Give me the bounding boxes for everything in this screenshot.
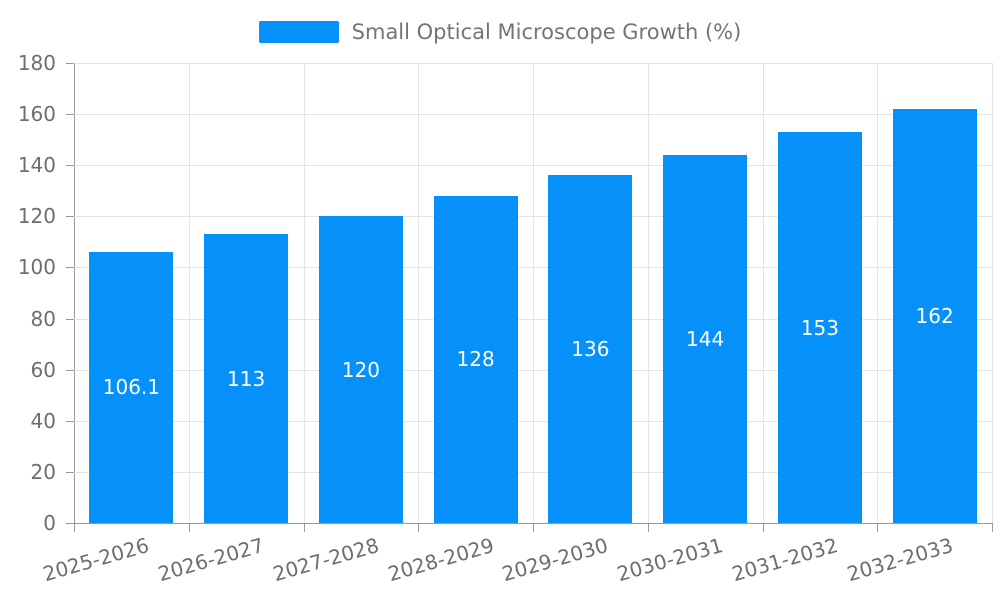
x-tick-label: 2026-2027 bbox=[155, 533, 267, 587]
bar-value-label: 144 bbox=[686, 327, 725, 351]
y-axis-tick bbox=[66, 165, 74, 167]
x-tick-label: 2025-2026 bbox=[40, 533, 152, 587]
y-tick-label: 100 bbox=[17, 255, 56, 280]
bar[interactable] bbox=[548, 175, 633, 523]
y-axis-tick bbox=[66, 216, 74, 218]
legend-marker-swatch bbox=[258, 21, 339, 43]
y-tick-label: 40 bbox=[30, 408, 56, 433]
y-tick-label: 120 bbox=[17, 204, 56, 229]
x-axis-tick bbox=[188, 524, 190, 532]
y-axis-tick bbox=[66, 420, 74, 422]
x-tick-label: 2028-2029 bbox=[384, 533, 497, 587]
plot-area bbox=[74, 63, 993, 524]
y-axis-tick bbox=[66, 114, 74, 116]
bar[interactable] bbox=[204, 234, 289, 523]
x-axis-tick bbox=[647, 524, 649, 532]
x-gridline bbox=[188, 63, 190, 523]
bar[interactable] bbox=[777, 132, 862, 523]
x-tick-label: 2027-2028 bbox=[270, 533, 382, 587]
y-axis-tick bbox=[66, 471, 74, 473]
y-tick-label: 80 bbox=[30, 306, 56, 331]
bar-value-label: 136 bbox=[571, 337, 610, 362]
bar[interactable] bbox=[892, 109, 977, 523]
x-axis-tick bbox=[418, 524, 420, 532]
x-tick-label: 2031-2032 bbox=[729, 533, 841, 587]
y-tick-label: 160 bbox=[17, 102, 56, 127]
bar-value-label: 153 bbox=[800, 315, 839, 340]
y-tick-label: 180 bbox=[17, 51, 56, 75]
x-gridline bbox=[992, 63, 993, 523]
y-tick-label: 140 bbox=[17, 153, 56, 178]
x-gridline bbox=[762, 63, 764, 523]
x-gridline bbox=[303, 63, 305, 523]
x-gridline bbox=[877, 63, 879, 523]
x-tick-label: 2030-2031 bbox=[614, 533, 726, 587]
y-axis-tick bbox=[66, 267, 74, 269]
y-tick-label: 60 bbox=[30, 357, 56, 382]
bar[interactable] bbox=[318, 216, 403, 523]
legend-label: Small Optical Microscope Growth (%) bbox=[351, 20, 742, 44]
y-tick-label: 20 bbox=[30, 459, 56, 484]
x-tick-label: 2032-2033 bbox=[843, 533, 956, 587]
y-axis-tick bbox=[66, 369, 74, 371]
bar[interactable] bbox=[663, 155, 748, 523]
x-tick-label: 2029-2030 bbox=[499, 533, 611, 587]
bar-value-label: 120 bbox=[341, 357, 380, 382]
bar-value-label: 162 bbox=[915, 304, 954, 328]
bar[interactable] bbox=[433, 195, 518, 523]
bar-value-label: 106.1 bbox=[102, 375, 161, 400]
bar-value-label: 128 bbox=[456, 347, 495, 372]
bar-value-label: 113 bbox=[227, 366, 266, 391]
x-axis-tick bbox=[533, 524, 534, 532]
x-gridline bbox=[533, 63, 534, 523]
x-axis-tick bbox=[762, 524, 764, 532]
x-gridline bbox=[647, 63, 649, 523]
bar[interactable] bbox=[89, 251, 174, 523]
x-axis-tick bbox=[303, 524, 305, 532]
x-axis-tick bbox=[877, 524, 879, 532]
y-axis-tick bbox=[66, 523, 74, 524]
x-axis-tick bbox=[992, 524, 993, 532]
y-tick-label: 0 bbox=[43, 511, 56, 535]
y-axis-tick bbox=[66, 318, 74, 320]
x-gridline bbox=[418, 63, 420, 523]
x-axis-tick bbox=[74, 524, 75, 532]
y-axis-tick bbox=[66, 63, 74, 64]
legend[interactable]: Small Optical Microscope Growth (%) bbox=[0, 20, 1000, 44]
